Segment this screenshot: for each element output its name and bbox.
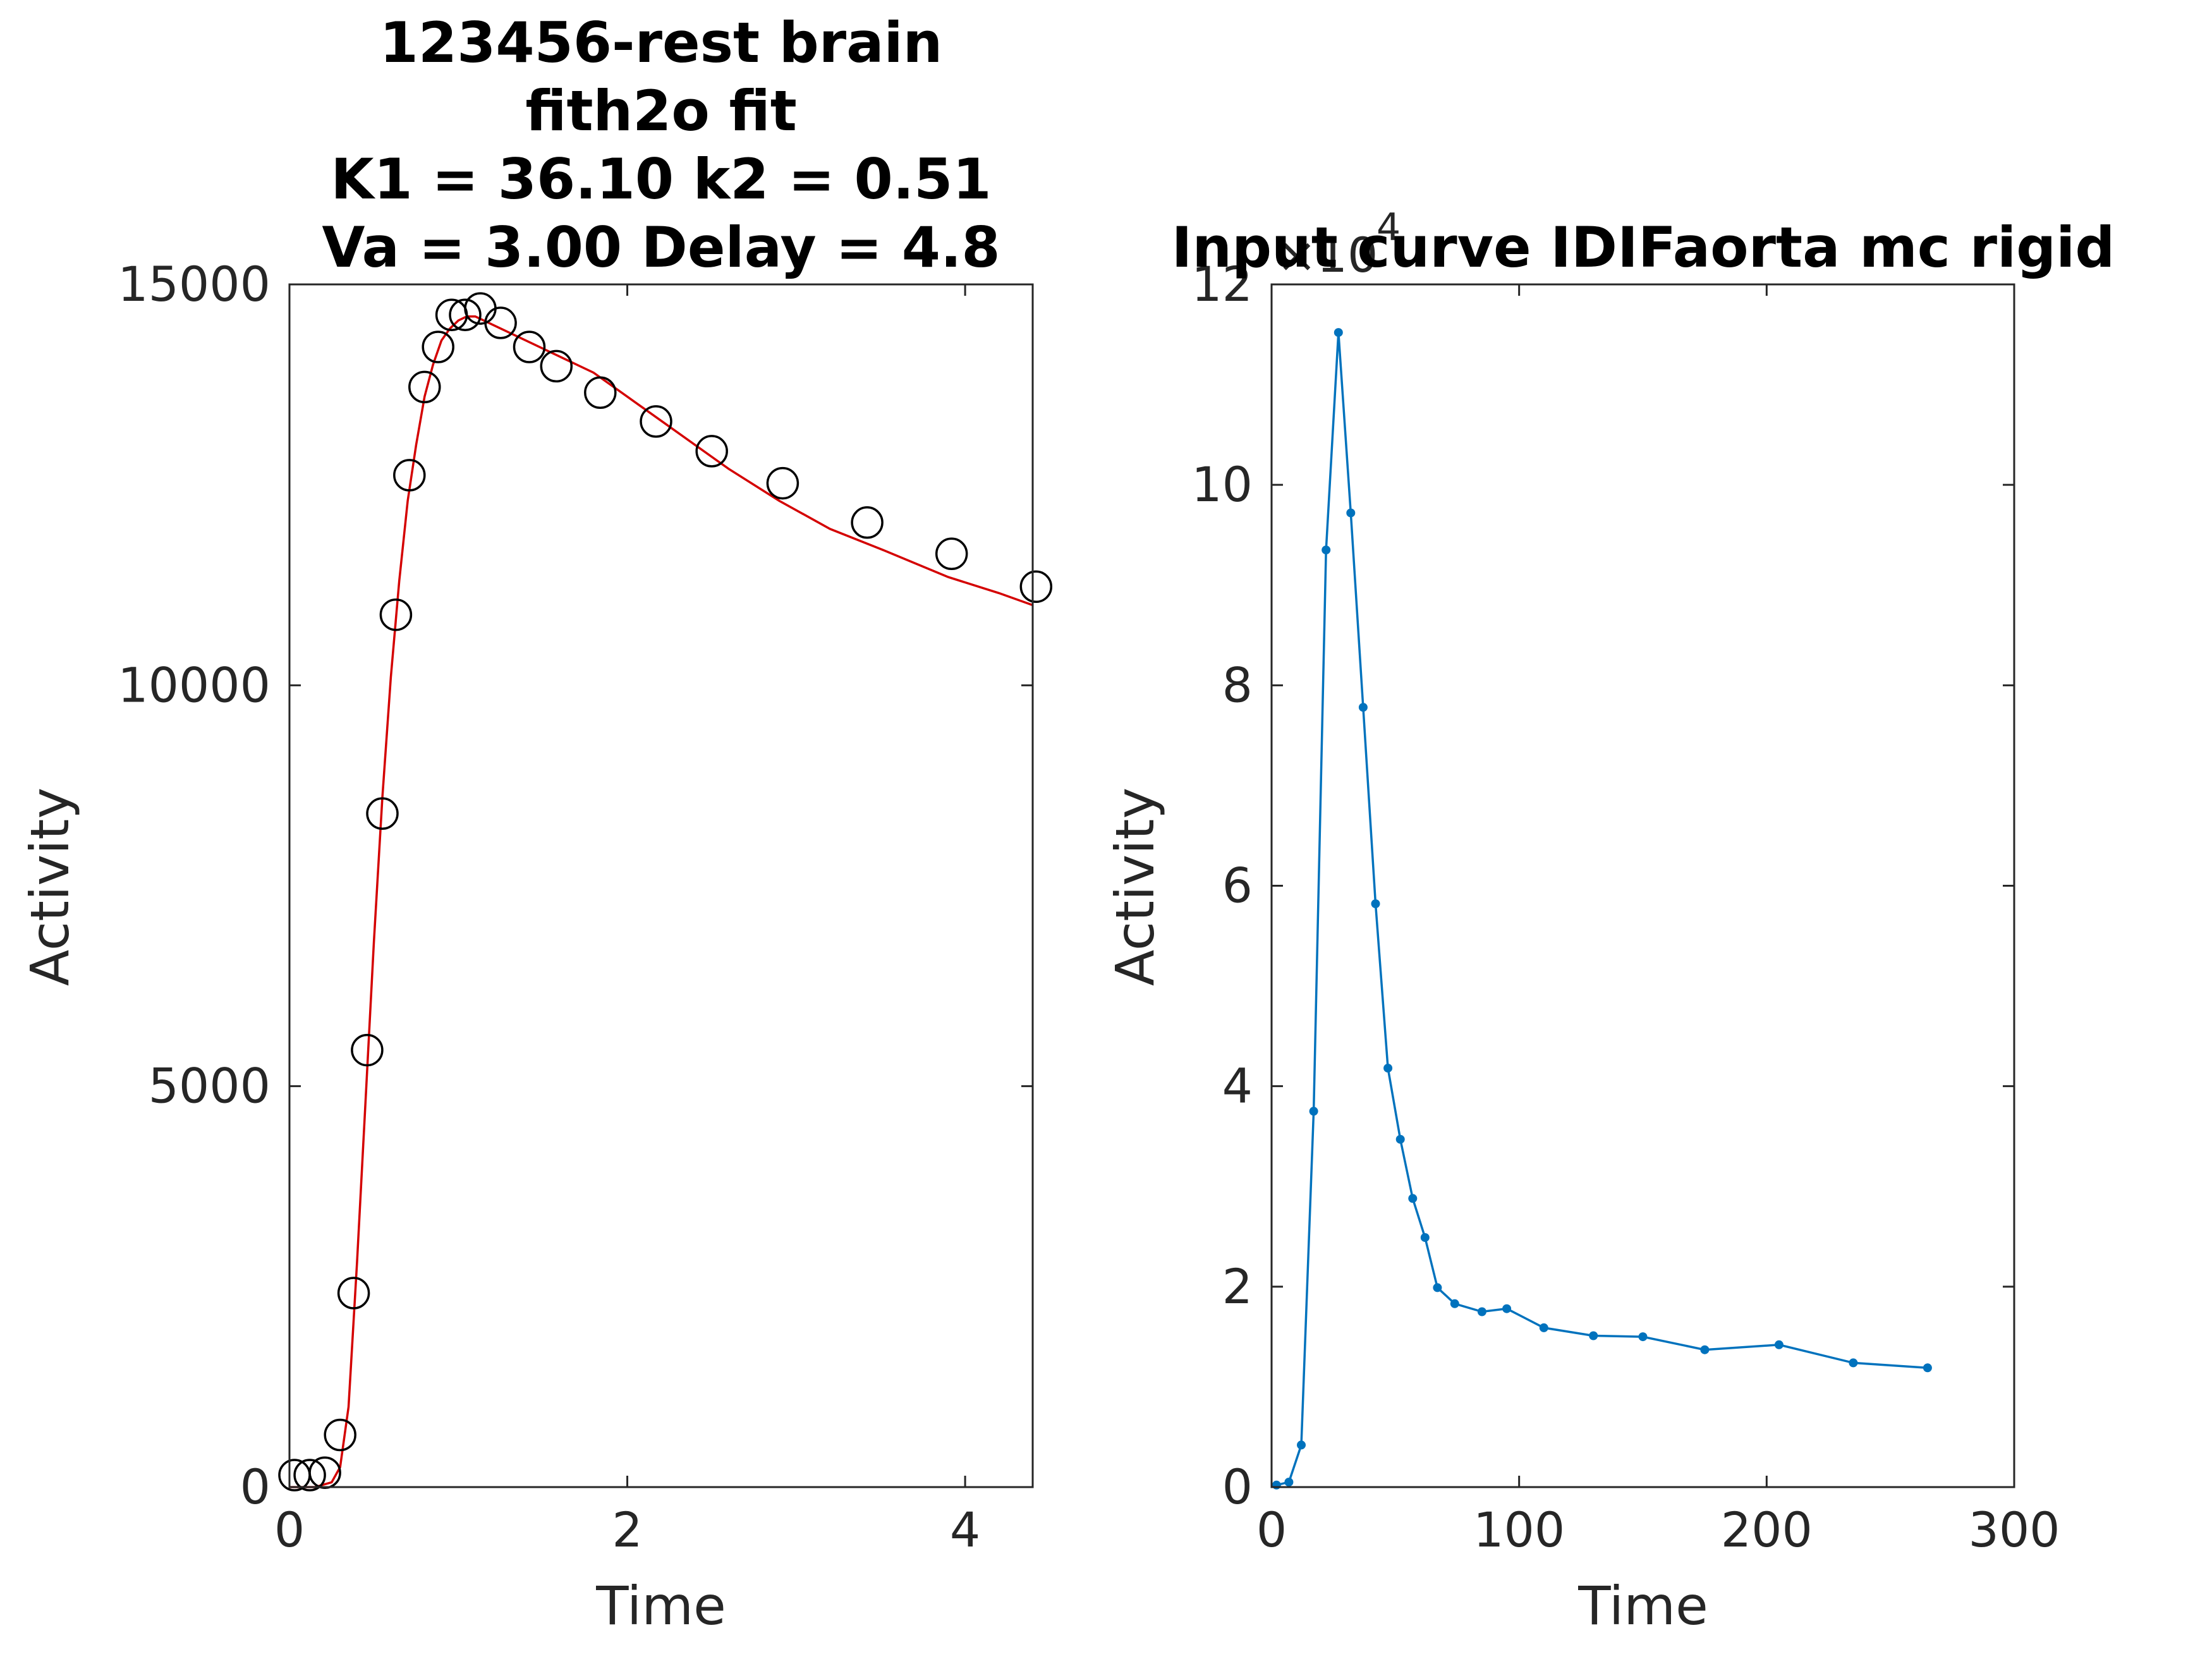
right-chart-title: Input curve IDIFaorta mc rigid: [1172, 215, 2115, 280]
right-x-tick-label: 0: [1256, 1502, 1287, 1558]
measured-data-point: [766, 466, 799, 500]
left-y-tick-label: 15000: [118, 256, 270, 312]
left-x-tick-label: 4: [950, 1502, 980, 1558]
right-plot-area: [1272, 328, 1932, 1490]
left-y-tick-label: 5000: [149, 1058, 270, 1114]
input-curve-point: [1346, 508, 1356, 518]
input-curve-point: [1309, 1107, 1318, 1116]
fit-curve-line: [289, 315, 1033, 1488]
measured-data-point: [540, 349, 573, 383]
input-curve-point: [1395, 1134, 1405, 1144]
right-chart-panel: 0 100 200 300 0 2 4 6 8 10 12 ×10 4 Input curve ID…: [1104, 205, 2115, 1637]
right-x-tick-label: 200: [1721, 1502, 1813, 1558]
input-curve-point: [1433, 1283, 1442, 1292]
input-curve-point: [1420, 1233, 1430, 1243]
left-axes-box: [288, 283, 1034, 1488]
left-y-axis-label: Activity: [19, 787, 81, 986]
input-curve-point: [1638, 1332, 1648, 1342]
input-curve-point: [1849, 1358, 1858, 1368]
right-y-tick-label: 10: [1191, 456, 1253, 513]
input-curve-point: [1923, 1363, 1932, 1373]
right-y-tick-label: 12: [1191, 256, 1253, 312]
measured-data-point: [584, 376, 617, 410]
left-chart-panel: 123456-rest brain fith2o fit K1 = 36.10 …: [19, 10, 1053, 1637]
input-curve-point: [1408, 1194, 1418, 1203]
measured-data-point: [695, 435, 728, 468]
input-curve-point: [1371, 899, 1380, 908]
input-curve-point: [1700, 1345, 1710, 1354]
input-curve-point: [1774, 1340, 1784, 1349]
input-curve-point: [1383, 1064, 1393, 1073]
input-curve-point: [1358, 703, 1368, 712]
input-curve-point: [1502, 1304, 1512, 1313]
right-y-tick-label: 4: [1222, 1058, 1253, 1114]
left-chart-title: 123456-rest brain fith2o fit K1 = 36.10 …: [322, 10, 1000, 280]
right-y-tick-label: 8: [1222, 657, 1253, 713]
right-axes: 0 100 200 300 0 2 4 6 8 10 12: [1191, 256, 2060, 1558]
input-curve-point: [1450, 1299, 1459, 1308]
measured-data-point: [513, 331, 546, 363]
right-x-axis-label: Time: [1577, 1575, 1708, 1637]
left-y-tick-label: 0: [240, 1459, 270, 1515]
measured-data-point: [366, 797, 399, 830]
right-y-axis-label: Activity: [1104, 787, 1166, 986]
left-axes: 0 2 4 0 5000 10000 15000: [118, 256, 1034, 1558]
left-x-axis-label: Time: [595, 1575, 726, 1637]
input-curve-point: [1334, 328, 1343, 337]
measured-data-point: [293, 1459, 326, 1492]
left-title-line-1: 123456-rest brain: [380, 10, 943, 75]
measured-data-point: [640, 405, 672, 438]
measured-data-point: [393, 459, 426, 492]
measured-data-point: [379, 598, 413, 631]
input-curve-point: [1322, 545, 1331, 555]
right-x-tick-label: 100: [1473, 1502, 1565, 1558]
measured-data-point: [851, 506, 884, 539]
left-title-line-2: fith2o fit: [525, 78, 797, 143]
left-x-tick-label: 0: [274, 1502, 305, 1558]
measured-data-point: [337, 1277, 370, 1310]
input-curve-point: [1297, 1440, 1306, 1450]
measured-data-point: [935, 537, 968, 571]
input-curve-point: [1589, 1331, 1598, 1340]
measured-data-point: [422, 331, 454, 363]
measured-data-point: [351, 1033, 384, 1067]
left-plot-area: [278, 292, 1053, 1492]
left-y-tick-label: 10000: [118, 657, 270, 713]
right-y-tick-label: 2: [1222, 1258, 1253, 1315]
right-y-exponent-power: 4: [1376, 205, 1401, 250]
input-curve-point: [1477, 1307, 1486, 1316]
measured-data-point: [324, 1418, 356, 1452]
right-y-exponent: ×10 4: [1277, 205, 1401, 283]
right-axes-box: [1270, 283, 2015, 1488]
measured-data-point: [449, 298, 482, 331]
input-curve-point: [1284, 1478, 1294, 1487]
input-curve-point: [1539, 1323, 1548, 1332]
input-curve-line: [1276, 332, 1928, 1486]
right-y-tick-label: 6: [1222, 858, 1253, 914]
left-x-tick-label: 2: [612, 1502, 642, 1558]
measured-data-point: [1019, 570, 1053, 604]
right-y-tick-label: 0: [1222, 1459, 1253, 1515]
input-curve-point: [1272, 1480, 1281, 1490]
right-y-exponent-base: ×10: [1277, 227, 1378, 283]
left-title-line-4: Va = 3.00 Delay = 4.8: [322, 215, 1000, 280]
left-title-line-3: K1 = 36.10 k2 = 0.51: [331, 147, 991, 212]
measured-data-point: [484, 307, 517, 339]
right-x-tick-label: 300: [1968, 1502, 2060, 1558]
measured-data-point: [408, 370, 441, 404]
